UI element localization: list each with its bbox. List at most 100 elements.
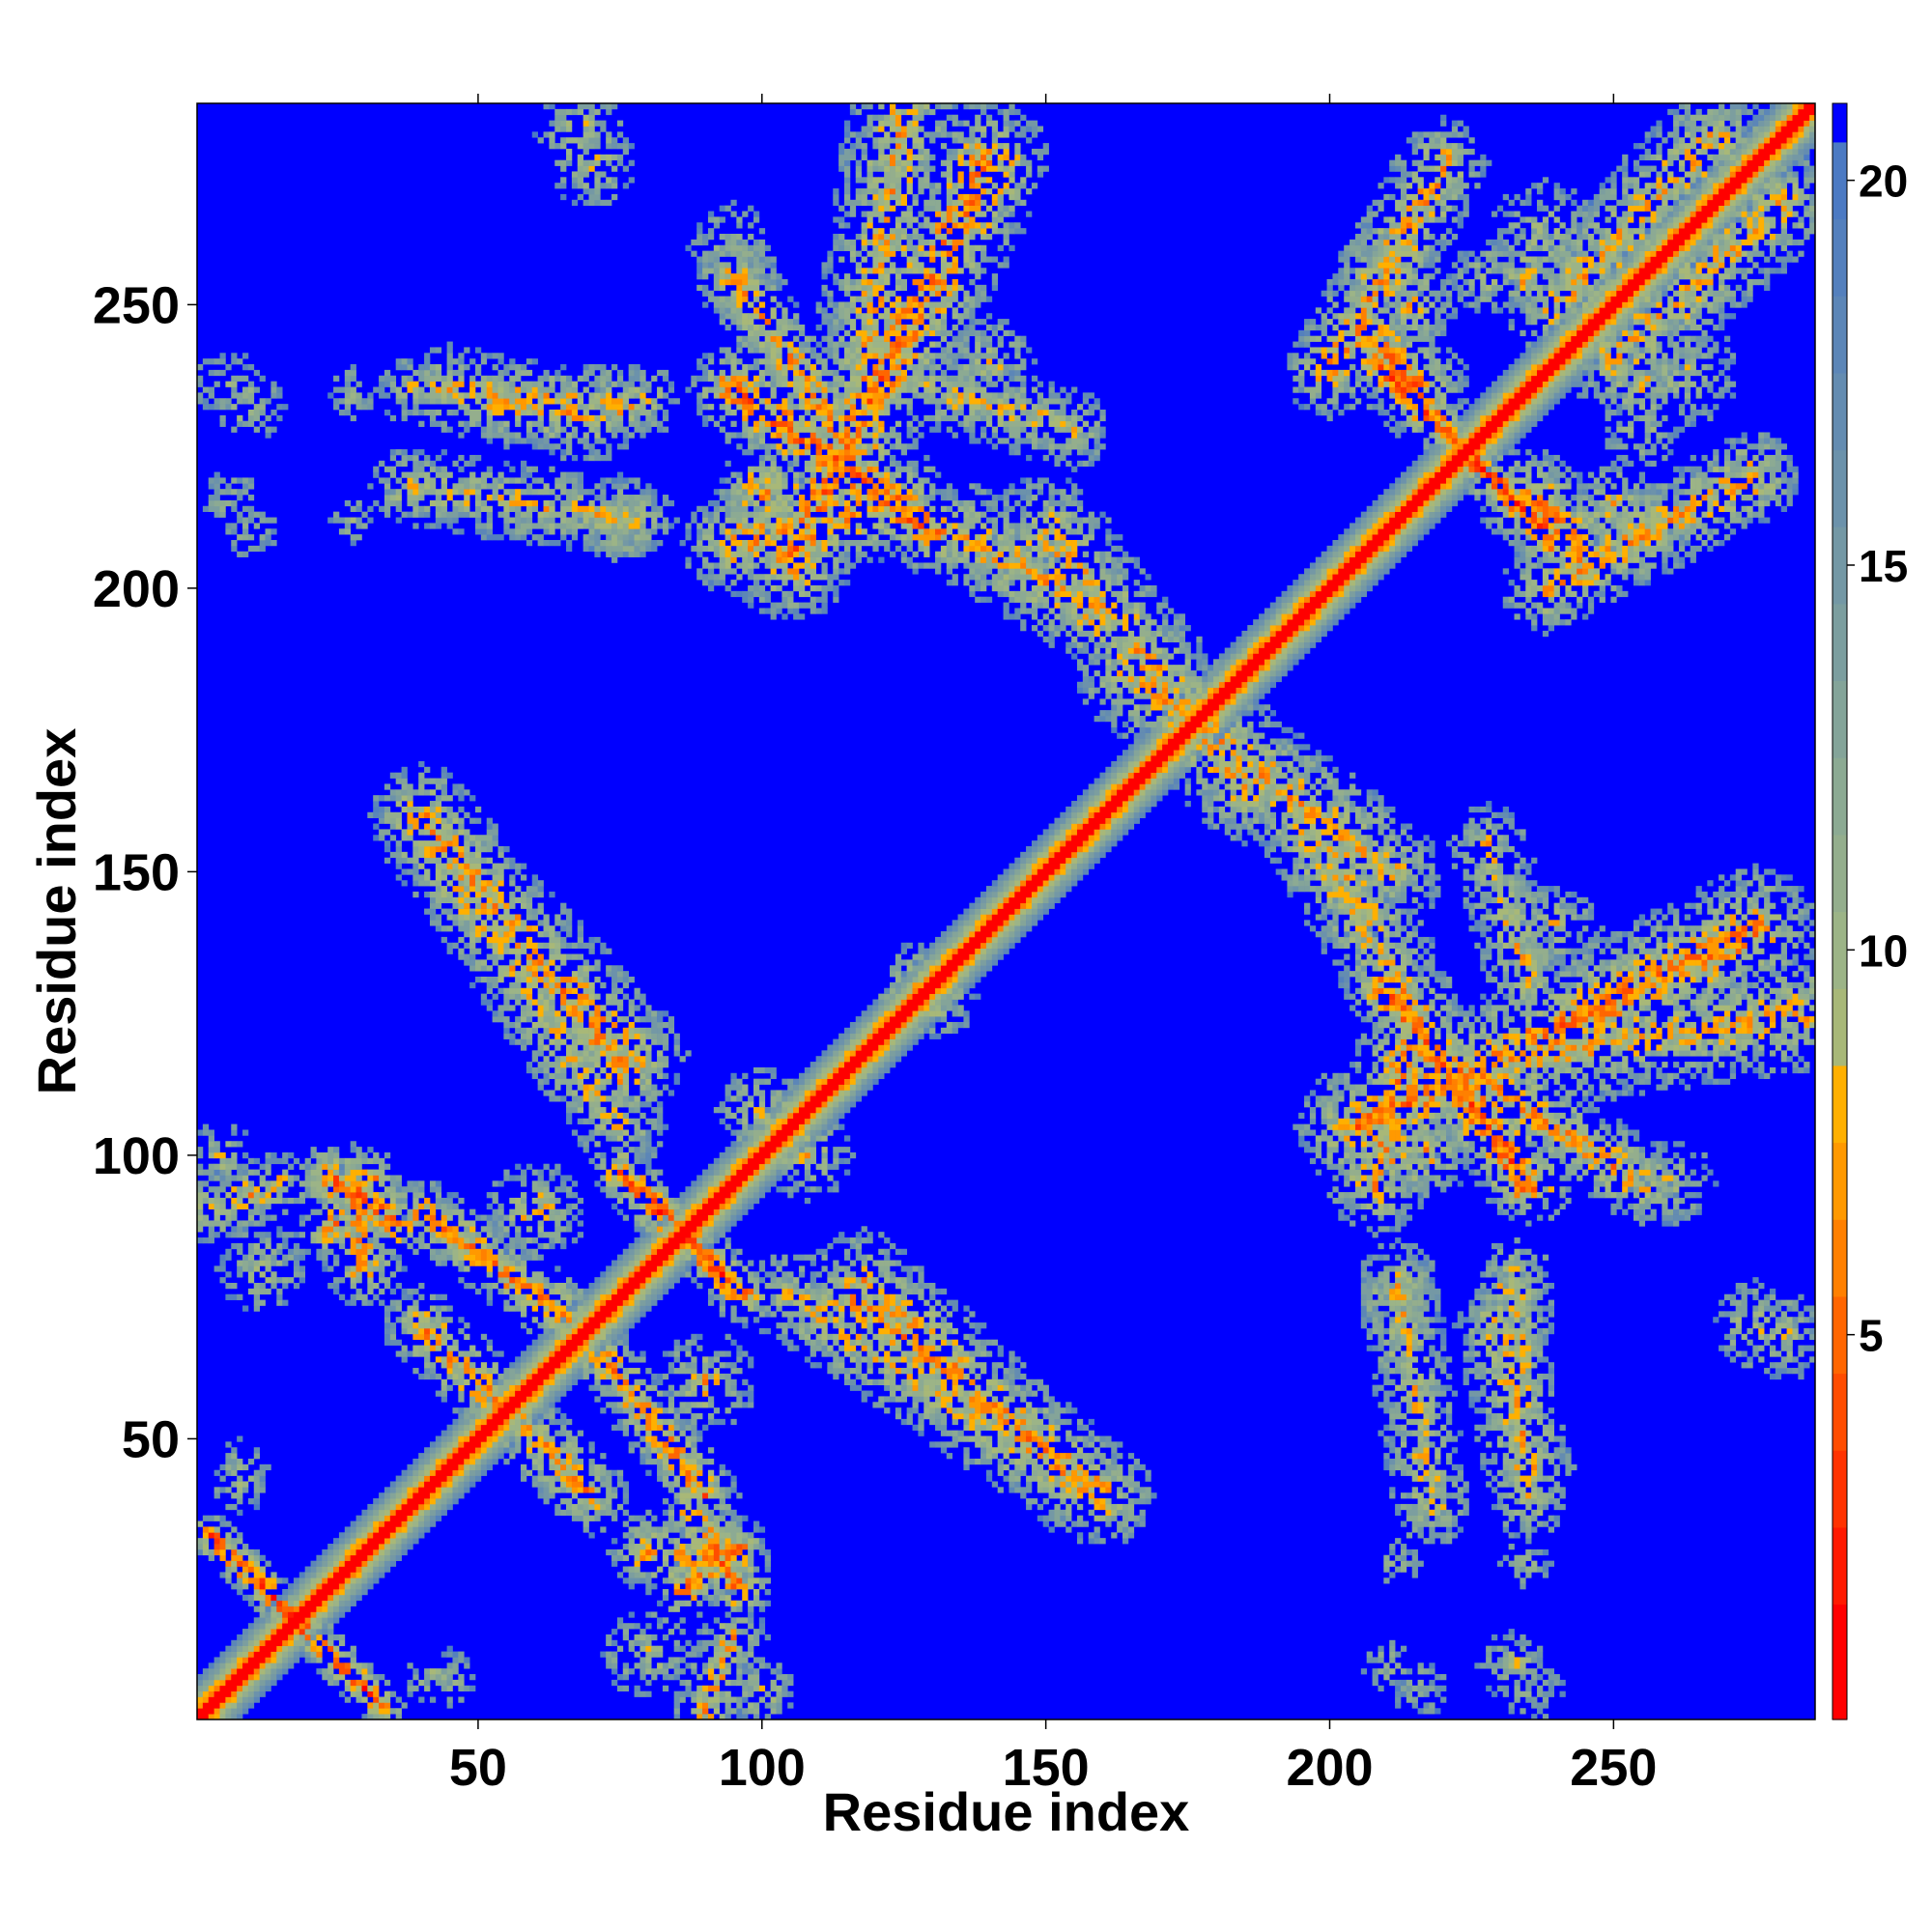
heatmap-cell xyxy=(242,1186,249,1193)
heatmap-cell xyxy=(446,868,453,875)
heatmap-cell xyxy=(412,1237,419,1244)
heatmap-cell xyxy=(474,925,482,932)
heatmap-cell xyxy=(469,863,476,869)
heatmap-cell xyxy=(622,511,630,518)
heatmap-cell xyxy=(379,1271,385,1278)
heatmap-cell xyxy=(231,1690,238,1697)
heatmap-cell xyxy=(253,1288,260,1295)
heatmap-cell xyxy=(412,489,419,496)
heatmap-cell xyxy=(247,1254,255,1261)
heatmap-cell xyxy=(521,1378,527,1386)
heatmap-cell xyxy=(521,1277,527,1284)
heatmap-cell xyxy=(611,556,618,563)
heatmap-cell xyxy=(577,1107,583,1114)
heatmap-cell xyxy=(521,1016,527,1023)
heatmap-cell xyxy=(424,1492,431,1499)
heatmap-cell xyxy=(577,143,583,150)
heatmap-cell xyxy=(515,1402,522,1408)
heatmap-cell xyxy=(237,1674,243,1681)
heatmap-cell xyxy=(304,1611,311,1618)
heatmap-cell xyxy=(310,1147,317,1153)
heatmap-cell xyxy=(270,1605,277,1612)
heatmap-cell xyxy=(276,1180,283,1187)
heatmap-cell xyxy=(582,1293,589,1300)
heatmap-cell xyxy=(298,1163,306,1170)
heatmap-cell xyxy=(361,1714,368,1720)
heatmap-cell xyxy=(298,1594,306,1602)
heatmap-cell xyxy=(594,1277,601,1284)
heatmap-cell xyxy=(622,1141,630,1148)
heatmap-cell xyxy=(503,914,510,921)
heatmap-cell xyxy=(606,993,612,1000)
heatmap-cell xyxy=(418,398,425,405)
heatmap-cell xyxy=(549,1317,555,1323)
heatmap-cell xyxy=(247,511,255,518)
heatmap-cell xyxy=(242,1662,249,1669)
heatmap-cell xyxy=(242,1226,249,1233)
heatmap-cell xyxy=(435,1180,442,1187)
heatmap-cell xyxy=(202,505,210,512)
heatmap-cell xyxy=(606,1044,612,1051)
heatmap-cell xyxy=(435,1458,442,1465)
heatmap-cell xyxy=(197,1186,204,1193)
heatmap-cell xyxy=(582,143,589,150)
heatmap-cell xyxy=(509,1175,516,1181)
heatmap-cell xyxy=(611,414,618,422)
heatmap-cell xyxy=(322,1197,328,1205)
heatmap-cell xyxy=(566,1090,573,1096)
heatmap-cell xyxy=(458,948,465,954)
heatmap-cell xyxy=(310,1629,317,1635)
heatmap-cell xyxy=(237,517,243,524)
heatmap-cell xyxy=(622,1265,630,1272)
heatmap-cell xyxy=(492,948,498,954)
heatmap-cell xyxy=(566,443,573,450)
heatmap-cell xyxy=(480,375,488,382)
heatmap-cell xyxy=(571,1378,579,1386)
heatmap-cell xyxy=(526,511,533,518)
heatmap-cell xyxy=(464,1441,470,1448)
heatmap-cell xyxy=(554,1463,561,1471)
heatmap-cell xyxy=(310,1180,317,1187)
heatmap-cell xyxy=(350,1157,356,1165)
heatmap-cell xyxy=(424,789,431,796)
heatmap-cell xyxy=(543,1322,550,1329)
heatmap-cell xyxy=(367,1248,374,1255)
heatmap-cell xyxy=(446,1214,453,1221)
heatmap-cell xyxy=(253,426,260,433)
heatmap-cell xyxy=(424,523,431,529)
heatmap-cell xyxy=(458,1265,465,1272)
heatmap-cell xyxy=(367,1560,374,1567)
heatmap-cell xyxy=(577,1311,583,1318)
heatmap-cell xyxy=(225,1232,232,1238)
heatmap-cell xyxy=(446,835,453,841)
heatmap-cell xyxy=(440,1674,447,1681)
heatmap-cell xyxy=(379,1180,385,1187)
heatmap-cell xyxy=(549,1050,555,1057)
heatmap-cell xyxy=(327,1674,334,1681)
heatmap-cell xyxy=(628,1583,635,1590)
heatmap-cell xyxy=(497,426,504,433)
heatmap-cell xyxy=(253,1475,260,1482)
heatmap-cell xyxy=(259,1577,266,1584)
heatmap-cell xyxy=(588,1441,595,1448)
heatmap-cell xyxy=(418,1345,425,1351)
heatmap-cell xyxy=(531,1378,538,1386)
heatmap-cell xyxy=(531,891,538,898)
heatmap-cell xyxy=(464,1430,470,1436)
heatmap-cell xyxy=(237,1492,243,1499)
heatmap-cell xyxy=(531,942,538,950)
heatmap-cell xyxy=(458,1463,465,1471)
heatmap-cell xyxy=(616,545,624,553)
heatmap-cell xyxy=(469,1469,476,1476)
heatmap-cell xyxy=(412,1220,419,1227)
heatmap-cell xyxy=(361,1208,368,1215)
heatmap-cell xyxy=(566,1112,573,1120)
heatmap-cell xyxy=(242,1577,249,1584)
heatmap-cell xyxy=(531,971,538,978)
heatmap-cell xyxy=(549,1327,555,1335)
heatmap-cell xyxy=(606,1469,612,1476)
heatmap-cell xyxy=(259,1639,266,1647)
heatmap-cell xyxy=(395,1696,402,1703)
heatmap-cell xyxy=(338,1594,346,1602)
heatmap-cell xyxy=(384,1248,391,1255)
